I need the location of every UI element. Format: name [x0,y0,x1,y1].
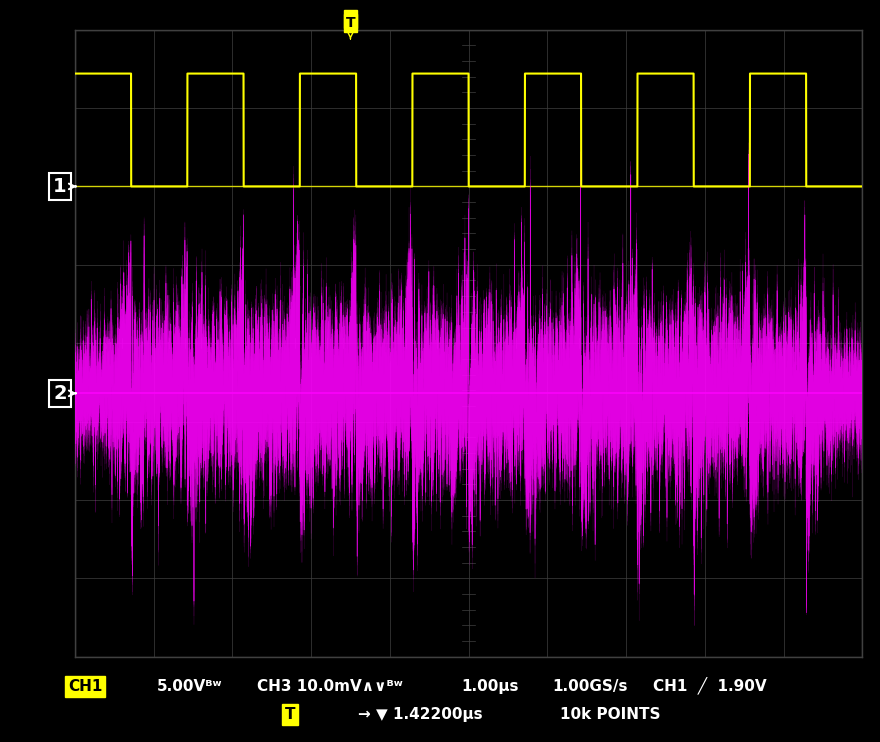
Text: 1: 1 [53,177,67,196]
Text: CH3 10.0mV∧∨ᴮʷ: CH3 10.0mV∧∨ᴮʷ [257,679,403,695]
Text: T: T [346,16,356,30]
Text: 5.00Vᴮʷ: 5.00Vᴮʷ [158,679,223,695]
Text: 1.00GS/s: 1.00GS/s [553,679,627,695]
Text: → ▼ 1.42200μs: → ▼ 1.42200μs [357,707,482,722]
Text: T: T [285,707,296,722]
Text: CH1: CH1 [68,679,102,695]
Text: 1.00μs: 1.00μs [461,679,518,695]
Text: CH1  ╱  1.90V: CH1 ╱ 1.90V [653,678,766,695]
Text: T: T [345,12,356,27]
Text: 10k POINTS: 10k POINTS [560,707,660,722]
Text: 2: 2 [53,384,67,403]
